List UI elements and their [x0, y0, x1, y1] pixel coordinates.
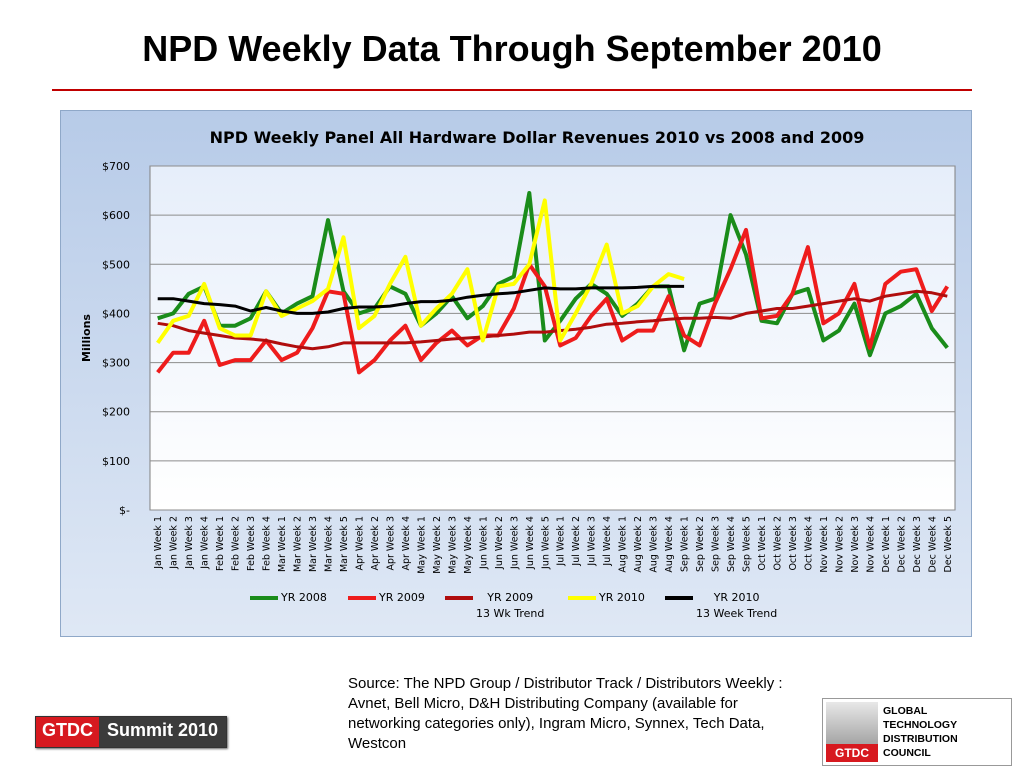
council-logo: GTDC GLOBAL TECHNOLOGY DISTRIBUTION COUNCIL [822, 698, 1012, 766]
y-tick-label: $- [119, 504, 130, 517]
y-tick-label: $200 [102, 406, 130, 419]
council-line: TECHNOLOGY [883, 719, 958, 731]
x-tick-label: Mar Week 4 [324, 516, 335, 572]
y-tick-label: $600 [102, 209, 130, 222]
x-tick-label: Apr Week 2 [370, 516, 381, 571]
x-tick-label: Nov Week 2 [834, 516, 845, 573]
series-line [157, 284, 685, 315]
series-line [157, 289, 948, 351]
legend-item: YR 2008 [250, 590, 327, 606]
x-tick-label: Aug Week 3 [649, 516, 660, 573]
council-badge: GTDC [826, 744, 878, 762]
series-line [156, 227, 949, 375]
summit-logo-right: Summit 2010 [99, 717, 227, 747]
x-tick-label: Nov Week 4 [865, 516, 876, 573]
x-tick-label: Jun Week 3 [509, 516, 520, 570]
x-tick-label: Oct Week 4 [803, 516, 814, 571]
x-tick-label: Dec Week 4 [927, 516, 938, 573]
x-tick-label: Jan Week 3 [184, 516, 195, 570]
x-tick-label: Jun Week 5 [540, 516, 551, 570]
x-tick-label: May Week 3 [447, 516, 458, 574]
x-tick-label: Sep Week 4 [726, 516, 737, 572]
chart-title: NPD Weekly Panel All Hardware Dollar Rev… [210, 128, 865, 147]
legend-item: YR 2009 [348, 590, 425, 606]
council-text: GLOBAL TECHNOLOGY DISTRIBUTION COUNCIL [883, 704, 958, 760]
x-tick-label: Sep Week 2 [695, 516, 706, 572]
legend-swatch [665, 596, 693, 600]
x-tick-label: Jul Week 2 [571, 516, 582, 567]
x-tick-label: Apr Week 4 [401, 516, 412, 571]
y-tick-label: $100 [102, 455, 130, 468]
legend-item: YR 2010 [568, 590, 645, 606]
legend-label: YR 2009 [379, 591, 425, 604]
x-tick-label: Apr Week 3 [385, 516, 396, 571]
plot-area [149, 165, 956, 511]
council-line: DISTRIBUTION [883, 733, 958, 745]
y-tick-label: $400 [102, 307, 130, 320]
series-line [156, 198, 685, 345]
x-tick-label: Dec Week 1 [881, 516, 892, 573]
y-tick-label: $300 [102, 357, 130, 370]
legend-swatch [348, 596, 376, 600]
y-tick-label: $700 [102, 160, 130, 173]
x-tick-label: Aug Week 4 [664, 516, 675, 573]
slide-title: NPD Weekly Data Through September 2010 [142, 28, 882, 69]
legend-swatch [445, 596, 473, 600]
x-tick-label: Feb Week 1 [215, 516, 226, 571]
x-tick-label: Mar Week 5 [339, 516, 350, 572]
x-tick-label: Jun Week 1 [478, 516, 489, 570]
x-tick-label: Sep Week 1 [680, 516, 691, 572]
legend-swatch [568, 596, 596, 600]
x-tick-label: Feb Week 4 [262, 516, 273, 571]
x-tick-label: May Week 4 [463, 516, 474, 574]
x-tick-label: Jan Week 2 [169, 516, 180, 570]
legend-swatch [250, 596, 278, 600]
x-tick-label: May Week 2 [432, 516, 443, 574]
x-tick-label: Dec Week 3 [912, 516, 923, 573]
x-tick-label: Feb Week 3 [246, 516, 257, 571]
x-tick-label: Aug Week 1 [618, 516, 629, 573]
council-line: COUNCIL [883, 747, 931, 759]
x-tick-label: Apr Week 1 [354, 516, 365, 571]
x-tick-label: Oct Week 1 [757, 516, 768, 571]
x-tick-label: Sep Week 3 [711, 516, 722, 572]
x-tick-label: Feb Week 2 [231, 516, 242, 571]
x-tick-label: Jun Week 4 [525, 516, 536, 570]
council-line: GLOBAL [883, 705, 928, 717]
x-tick-label: Mar Week 2 [293, 516, 304, 572]
x-tick-label: Mar Week 3 [308, 516, 319, 572]
x-tick-label: Jan Week 1 [153, 516, 164, 570]
x-tick-label: Sep Week 5 [742, 516, 753, 572]
legend: YR 2008 YR 2009 YR 2009 13 Wk Trend YR 2010… [240, 590, 940, 630]
x-tick-label: Dec Week 5 [943, 516, 954, 573]
legend-label: YR 2009 13 Wk Trend [476, 591, 545, 620]
x-tick-label: Jun Week 2 [494, 516, 505, 570]
legend-label: YR 2010 [599, 591, 645, 604]
summit-logo: GTDC Summit 2010 [35, 716, 228, 748]
x-tick-label: Dec Week 2 [896, 516, 907, 573]
source-note: Source: The NPD Group / Distributor Trac… [348, 675, 783, 752]
y-axis-label: Millions [80, 314, 93, 362]
x-tick-label: Jan Week 4 [200, 516, 211, 570]
y-tick-label: $500 [102, 258, 130, 271]
x-tick-label: Jul Week 4 [602, 516, 613, 567]
summit-logo-left: GTDC [36, 717, 99, 747]
legend-label: YR 2010 13 Week Trend [696, 591, 778, 620]
x-tick-label: Jul Week 1 [556, 516, 567, 567]
x-tick-label: May Week 1 [416, 516, 427, 574]
x-tick-label: Mar Week 1 [277, 516, 288, 572]
legend-item: YR 2010 13 Week Trend [665, 590, 777, 622]
x-tick-label: Aug Week 2 [633, 516, 644, 573]
x-tick-label: Nov Week 3 [850, 516, 861, 573]
x-tick-label: Jul Week 3 [587, 516, 598, 567]
x-tick-label: Nov Week 1 [819, 516, 830, 573]
x-tick-label: Oct Week 3 [788, 516, 799, 571]
x-tick-label: Oct Week 2 [772, 516, 783, 571]
legend-label: YR 2008 [281, 591, 327, 604]
title-rule [52, 89, 972, 91]
legend-item: YR 2009 13 Wk Trend [445, 590, 544, 622]
